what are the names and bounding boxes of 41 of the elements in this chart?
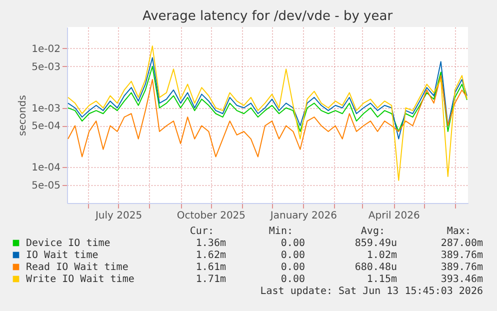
text: 0.00 [280,238,305,249]
text: Cur: [190,226,214,237]
text: 287.00m [440,238,483,249]
text: 1.61m [196,262,226,273]
x-tick-label: April 2026 [368,210,420,222]
text: 393.46m [440,274,483,285]
text: Min: [268,226,293,237]
text: 1.36m [196,238,226,249]
y-axis-title: seconds [18,95,29,136]
y-tick-label: 1e-04 [32,162,60,174]
line-series [68,75,468,158]
text: 1.71m [196,274,226,285]
legend-label: Read IO Wait time [26,262,128,273]
x-tick-label: January 2026 [269,210,337,222]
y-tick-label: 5e-03 [32,62,60,73]
line-series [68,46,468,181]
text: 389.76m [440,250,483,261]
text: 680.48u [354,262,397,273]
text: 0.00 [280,274,305,285]
text: 389.76m [440,262,483,273]
text: Max: [446,226,471,237]
x-tick-label: July 2025 [94,210,142,222]
text: 1.02m [366,250,397,261]
y-tick-label: 5e-04 [32,121,60,132]
text: 0.00 [280,262,305,273]
legend-label: IO Wait time [26,250,98,261]
text: 1.15m [366,274,397,285]
text: 0.00 [280,250,305,261]
legend-label: Write IO Wait time [26,274,134,285]
legend-label: Device IO time [26,238,110,249]
line-series [68,57,468,140]
y-tick-label: 1e-02 [32,44,60,55]
text: Avg: [360,226,385,237]
text: 859.49u [354,238,397,249]
line-series [68,66,468,132]
text: 1.62m [196,250,226,261]
text: Last update: Sat Jun 13 15:45:03 2026 [260,286,483,297]
chart-title: Average latency for /dev/vde - by year [142,9,394,24]
x-tick-label: October 2025 [176,210,246,222]
y-tick-label: 1e-03 [32,103,60,114]
y-tick-label: 5e-05 [32,180,60,192]
